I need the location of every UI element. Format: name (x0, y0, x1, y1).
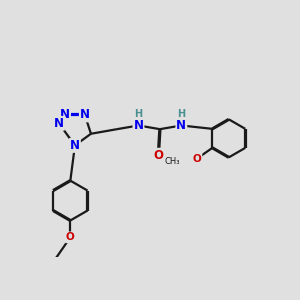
Text: N: N (134, 119, 143, 132)
Text: N: N (60, 108, 70, 122)
Text: O: O (66, 232, 75, 242)
Text: H: H (134, 109, 142, 119)
Text: CH₃: CH₃ (165, 157, 180, 166)
Text: H: H (177, 109, 185, 119)
Text: N: N (70, 139, 80, 152)
Text: N: N (176, 119, 186, 132)
Text: N: N (54, 117, 64, 130)
Text: O: O (153, 149, 164, 162)
Text: N: N (80, 108, 90, 122)
Text: O: O (193, 154, 201, 164)
